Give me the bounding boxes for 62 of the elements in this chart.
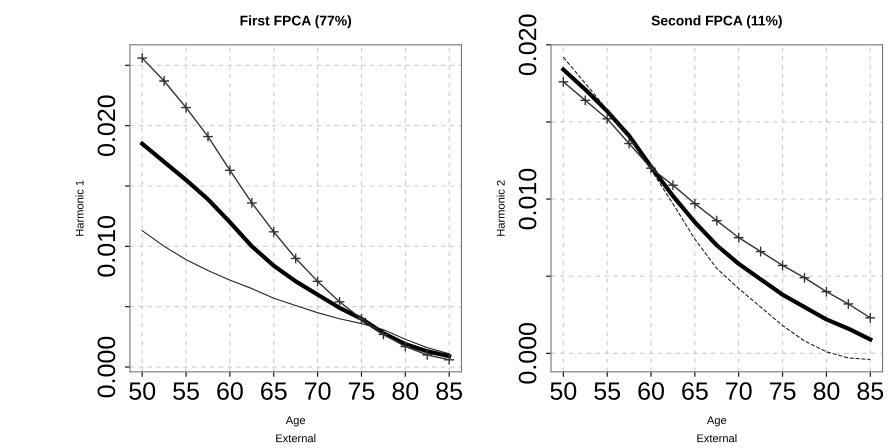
x-tick-label: 75 (348, 382, 374, 400)
x-tick-label: 80 (814, 382, 840, 400)
x-tick-label: 85 (436, 382, 462, 400)
point (202, 130, 214, 142)
point (689, 198, 700, 210)
x-tick-label: 80 (392, 382, 418, 400)
x-tick-label: 60 (217, 382, 243, 400)
point (136, 52, 148, 64)
point (798, 272, 810, 284)
text: External (276, 434, 316, 442)
point (733, 232, 744, 244)
point (180, 102, 192, 114)
point (444, 354, 455, 366)
point (777, 260, 788, 271)
point (667, 180, 679, 191)
y-tick-label: 0.010 (518, 168, 536, 230)
chart-title: Second FPCA (11%) (651, 15, 782, 28)
point (558, 76, 569, 88)
x-tick-label: 50 (550, 382, 576, 400)
point (290, 252, 302, 264)
point (820, 286, 832, 298)
x-tick-label: 55 (594, 382, 620, 400)
y-axis-title: Harmonic 2 (496, 180, 505, 236)
line-series (140, 142, 452, 358)
chart-title: First FPCA (77%) (240, 15, 352, 28)
point (602, 113, 613, 124)
x-tick-label: 85 (857, 382, 884, 400)
line-series (142, 230, 450, 354)
x-axis-title: Age (286, 416, 306, 426)
y-tick-label: 0.000 (98, 336, 116, 398)
x-axis-title: Age (706, 416, 726, 426)
x-tick-label: 65 (682, 382, 708, 400)
x-tick-label: 70 (726, 382, 752, 400)
point (580, 94, 591, 106)
point (842, 298, 854, 310)
y-axis-title: Harmonic 1 (75, 180, 84, 236)
y-tick-label: 0.010 (98, 216, 116, 277)
x-tick-label: 55 (173, 382, 199, 400)
point (224, 164, 236, 176)
point (334, 296, 346, 308)
point (158, 75, 170, 87)
text: External (697, 434, 736, 442)
point (422, 349, 433, 360)
point (356, 313, 368, 324)
y-tick-label: 0.020 (518, 14, 536, 76)
point (268, 226, 280, 238)
x-tick-label: 60 (638, 382, 664, 400)
point (378, 328, 389, 340)
point (246, 197, 258, 208)
point (400, 340, 411, 352)
y-tick-label: 0.020 (98, 95, 116, 156)
point (755, 246, 766, 258)
x-tick-label: 50 (129, 382, 156, 400)
point (711, 215, 722, 226)
y-tick-label: 0.000 (518, 323, 536, 384)
x-tick-label: 70 (304, 382, 331, 400)
x-tick-label: 75 (770, 382, 796, 400)
point (624, 138, 635, 150)
x-tick-label: 65 (261, 382, 287, 400)
point (864, 312, 876, 324)
point (645, 162, 657, 174)
point (312, 276, 324, 287)
